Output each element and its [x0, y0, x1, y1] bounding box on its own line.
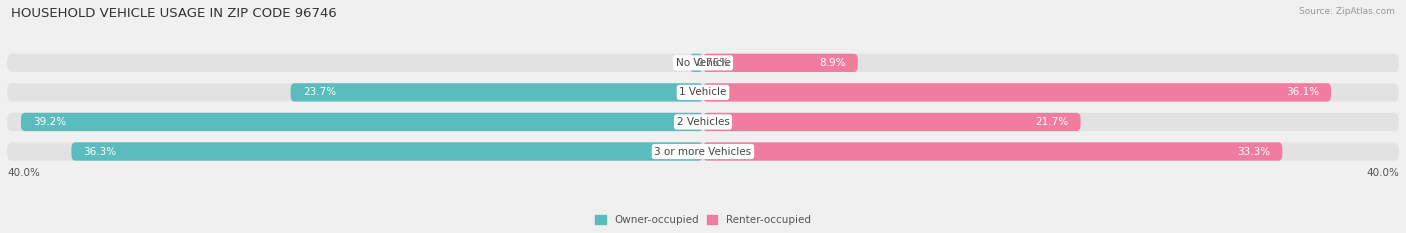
Text: 36.3%: 36.3%: [83, 147, 117, 157]
FancyBboxPatch shape: [291, 83, 703, 102]
FancyBboxPatch shape: [72, 142, 703, 161]
FancyBboxPatch shape: [7, 142, 1399, 161]
FancyBboxPatch shape: [690, 54, 703, 72]
Text: 1 Vehicle: 1 Vehicle: [679, 87, 727, 97]
FancyBboxPatch shape: [7, 54, 1399, 72]
Text: No Vehicle: No Vehicle: [675, 58, 731, 68]
FancyBboxPatch shape: [21, 113, 703, 131]
FancyBboxPatch shape: [7, 83, 1399, 102]
Text: 40.0%: 40.0%: [7, 168, 39, 178]
Text: 40.0%: 40.0%: [1367, 168, 1399, 178]
Legend: Owner-occupied, Renter-occupied: Owner-occupied, Renter-occupied: [591, 211, 815, 229]
Text: 39.2%: 39.2%: [34, 117, 66, 127]
Text: 8.9%: 8.9%: [820, 58, 845, 68]
FancyBboxPatch shape: [703, 113, 1081, 131]
Text: HOUSEHOLD VEHICLE USAGE IN ZIP CODE 96746: HOUSEHOLD VEHICLE USAGE IN ZIP CODE 9674…: [11, 7, 337, 20]
FancyBboxPatch shape: [703, 83, 1331, 102]
Text: Source: ZipAtlas.com: Source: ZipAtlas.com: [1299, 7, 1395, 16]
Text: 3 or more Vehicles: 3 or more Vehicles: [654, 147, 752, 157]
Text: 23.7%: 23.7%: [302, 87, 336, 97]
FancyBboxPatch shape: [703, 54, 858, 72]
Text: 0.76%: 0.76%: [697, 58, 730, 68]
FancyBboxPatch shape: [703, 142, 1282, 161]
FancyBboxPatch shape: [7, 113, 1399, 131]
Text: 2 Vehicles: 2 Vehicles: [676, 117, 730, 127]
Text: 33.3%: 33.3%: [1237, 147, 1270, 157]
Text: 36.1%: 36.1%: [1286, 87, 1319, 97]
Text: 21.7%: 21.7%: [1035, 117, 1069, 127]
